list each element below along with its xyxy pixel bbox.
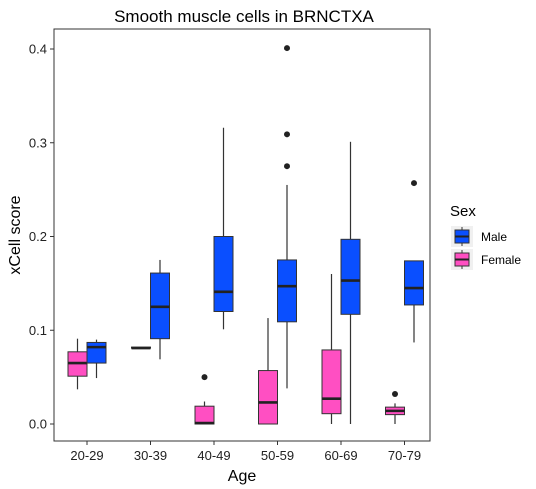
box-iqr (340, 238, 361, 315)
chart-title: Smooth muscle cells in BRNCTXA (114, 7, 374, 26)
plot-marks (67, 45, 424, 425)
legend-title: Sex (450, 203, 476, 220)
box-male-70-79 (404, 180, 424, 343)
legend: Sex Male Female (450, 203, 521, 270)
box-female-20-29 (67, 338, 88, 390)
outlier-point (411, 180, 417, 187)
box-male-20-29 (86, 339, 107, 379)
x-tick-label: 70-79 (388, 448, 421, 463)
box-male-40-49 (213, 127, 234, 330)
y-tick-label: 0.0 (29, 417, 47, 432)
box-male-30-39 (150, 259, 170, 360)
box-female-50-59 (258, 318, 278, 425)
outlier-point (284, 45, 290, 52)
outlier-point (392, 391, 398, 397)
y-axis-label: xCell score (7, 195, 24, 274)
box-iqr (404, 260, 424, 306)
box-iqr (86, 341, 107, 364)
legend-label-female: Female (481, 253, 521, 267)
box-iqr (258, 370, 278, 425)
x-tick-label: 60-69 (324, 448, 357, 463)
outlier-point (284, 163, 290, 170)
x-tick-label: 50-59 (261, 448, 294, 463)
box-iqr (194, 405, 215, 425)
box-male-60-69 (340, 141, 361, 424)
legend-key-male (451, 226, 473, 247)
legend-label-male: Male (481, 230, 507, 244)
x-tick-label: 40-49 (197, 448, 230, 463)
y-axis: 0.0 0.1 0.2 0.3 0.4 (29, 42, 54, 432)
box-male-50-59 (277, 45, 297, 389)
x-tick-label: 30-39 (134, 448, 167, 463)
outlier-point (201, 374, 208, 381)
x-axis-label: Age (228, 468, 257, 485)
box-female-40-49 (194, 374, 215, 425)
series-female (67, 274, 405, 425)
y-tick-label: 0.4 (29, 42, 47, 57)
y-tick-label: 0.1 (29, 323, 47, 338)
series-male (86, 45, 424, 424)
x-tick-label: 20-29 (70, 448, 103, 463)
box-iqr (213, 236, 234, 312)
box-iqr (277, 259, 297, 323)
y-tick-label: 0.2 (29, 229, 47, 244)
outlier-point (284, 131, 290, 138)
box-iqr (321, 349, 342, 415)
box-female-70-79 (385, 391, 405, 424)
legend-key-female (451, 249, 473, 270)
box-female-60-69 (321, 274, 342, 424)
plot-panel (53, 28, 431, 442)
x-axis: 20-29 30-39 40-49 50-59 60-69 70-79 (70, 441, 421, 463)
y-tick-label: 0.3 (29, 135, 47, 150)
box-female-30-39 (131, 346, 151, 350)
